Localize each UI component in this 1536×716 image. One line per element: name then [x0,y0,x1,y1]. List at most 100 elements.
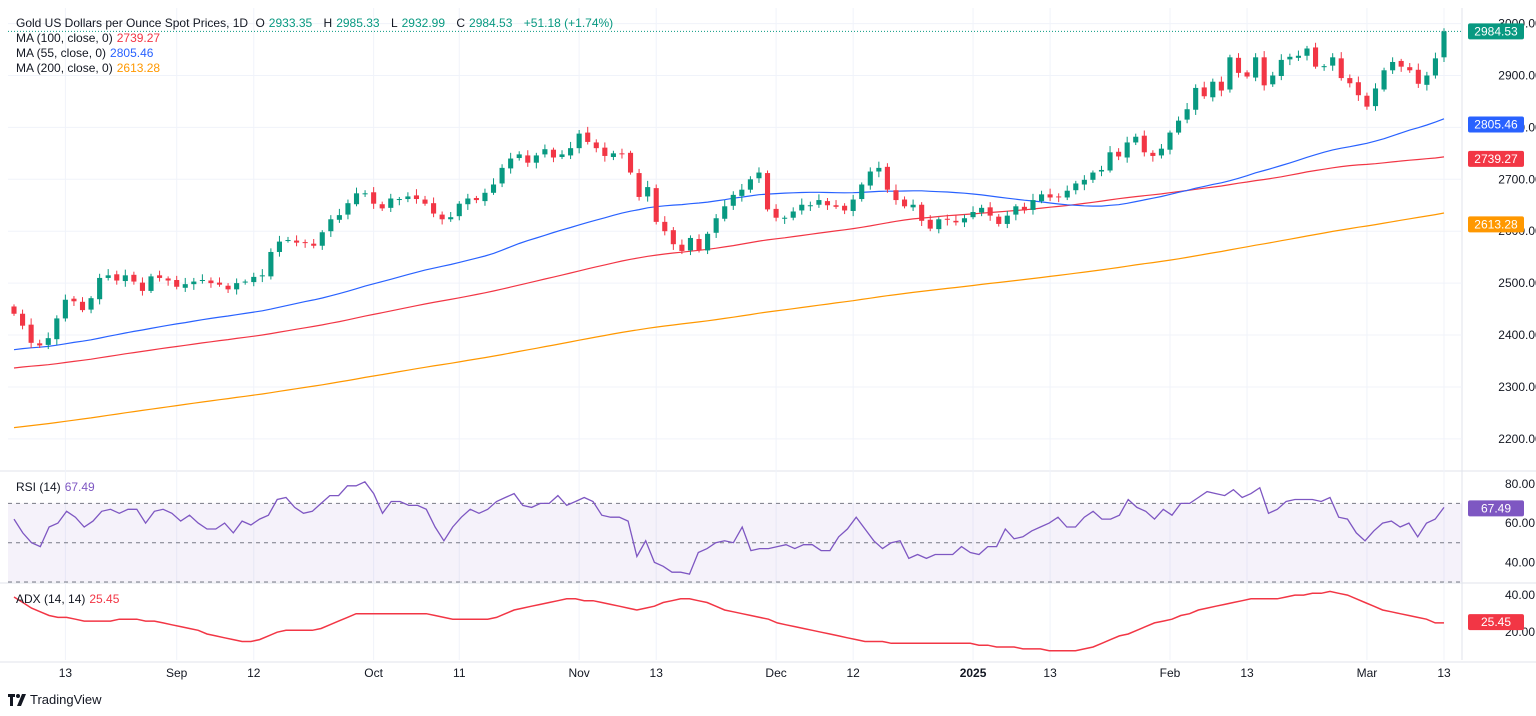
ma200-tag-text: 2613.28 [1474,217,1518,231]
candle-body [713,218,719,233]
candle [1081,175,1087,191]
candle [662,216,668,236]
low-number: 2932.99 [401,16,446,30]
tradingview-brand[interactable]: TradingView [8,692,102,707]
y-tick-label: 2200.00 [1498,432,1536,446]
candle [627,150,634,175]
x-tick-label: Sep [166,666,188,680]
candle-body [191,281,197,285]
candle-body [139,282,145,291]
candle [20,309,26,330]
candle [542,144,548,158]
candle [807,201,813,211]
candle-body [157,275,163,278]
x-tick-label: 13 [59,666,73,680]
candle [139,277,145,296]
candle-body [619,153,625,155]
candle-body [722,206,728,219]
candle [1133,133,1139,146]
adx-tag: 25.45 [1468,614,1524,631]
candle [1210,78,1216,102]
candle-body [499,167,505,184]
candle [1287,53,1293,66]
candle-body [62,299,68,319]
candle-body [362,193,368,195]
candle-body [1030,200,1036,210]
candle [893,184,899,205]
candle-body [336,215,342,220]
candle-body [867,171,873,186]
candle-body [1167,132,1173,150]
candle [585,126,591,145]
candle-body [88,298,94,310]
rsi-tag-bg [1468,500,1524,517]
close-label: C [456,16,466,30]
candle-body [739,189,745,196]
candle-body [1013,206,1019,215]
candle [302,239,308,248]
candle-body [1415,69,1421,84]
candle [867,167,873,190]
candle [1218,76,1224,97]
candle [653,184,659,225]
candle [833,200,839,209]
candle [842,203,848,215]
candle-body [610,153,616,157]
candle [610,150,616,161]
candle [431,197,437,218]
candle-body [473,197,479,201]
candle [824,197,831,210]
candle-body [1390,61,1396,71]
candle-body [602,147,608,156]
candle-body [1321,66,1327,68]
candle [944,214,950,226]
candle [970,206,976,220]
candle [722,200,728,222]
chart-title: Gold US Dollars per Ounce Spot Prices, 1… [16,16,249,30]
candle [114,270,120,285]
candle-body [953,220,959,223]
x-tick-label: 13 [1437,666,1451,680]
candle-body [431,203,437,214]
candle-body [679,244,685,251]
candle [1364,92,1370,110]
ma200-tag-bg [1468,216,1524,233]
candle-body [670,230,676,245]
candle [1270,71,1276,87]
candle [953,214,959,226]
candle-body [490,184,497,193]
candle-body [936,219,942,230]
rsi-value: 67.49 [64,480,95,494]
candle-body [1347,78,1353,84]
candle [533,152,539,169]
candle-body [705,233,711,251]
open-label: O [255,16,265,30]
candle-body [1424,75,1430,85]
candle [756,167,762,183]
candle-body [20,313,26,326]
candle-body [901,199,908,207]
ma55-tag: 2805.46 [1468,116,1524,133]
candle [816,194,822,208]
candle [371,187,377,209]
ma200-line [13,212,1445,429]
candle [439,211,445,225]
candle [45,332,51,350]
candle [1073,180,1079,195]
candle [1304,45,1310,61]
candle-body [833,205,839,207]
candle [225,283,231,293]
candle-body [1193,87,1199,110]
candle-body [961,218,968,223]
candle [79,297,86,313]
candle [336,208,342,223]
candle-body [550,149,557,158]
candle-body [28,324,34,343]
candle-body [893,190,899,201]
y-tick-label: 2700.00 [1498,172,1536,186]
candle [1030,193,1036,215]
candle [174,275,180,290]
adx-tick-label: 40.00 [1505,588,1535,602]
candle [148,273,154,293]
